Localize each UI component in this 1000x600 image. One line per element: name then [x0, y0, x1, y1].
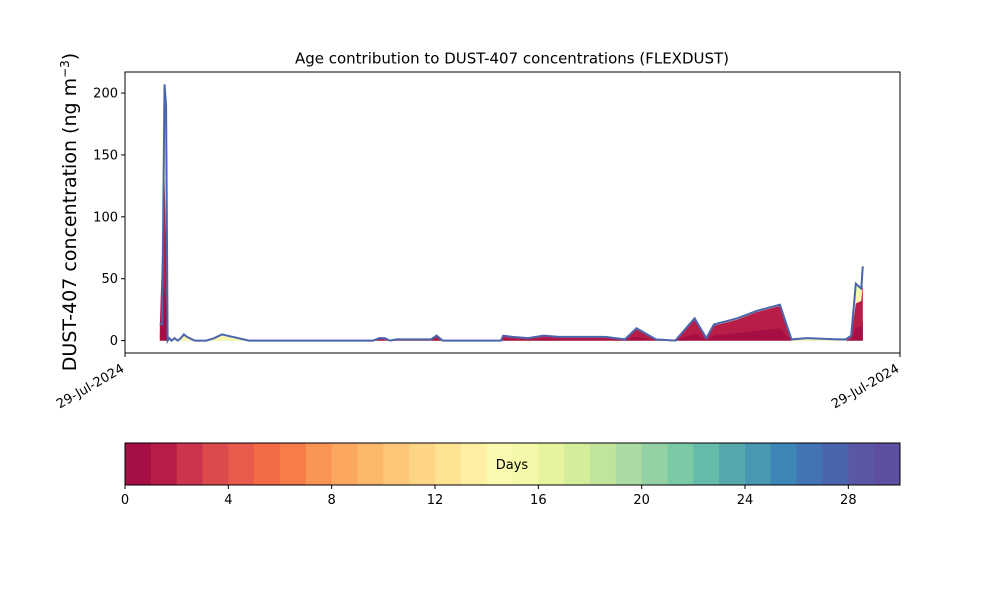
colorbar-segment — [486, 443, 513, 485]
colorbar-segment — [228, 443, 255, 485]
colorbar-segment — [202, 443, 229, 485]
colorbar-segment — [641, 443, 668, 485]
colorbar-tick-label: 12 — [427, 493, 444, 508]
y-tick-label: 100 — [93, 210, 118, 225]
colorbar-tick-label: 8 — [328, 493, 336, 508]
colorbar-segment — [796, 443, 823, 485]
colorbar-segment — [564, 443, 591, 485]
colorbar-segment — [150, 443, 178, 485]
colorbar-segment — [125, 443, 152, 485]
y-axis-label-close: ) — [59, 53, 81, 60]
colorbar-tick-label: 20 — [633, 493, 650, 508]
y-axis-ticks: 0 50 100 150 200 — [93, 87, 125, 349]
plot-frame — [124, 71, 901, 354]
colorbar-segment — [460, 443, 488, 485]
colorbar-tick-label: 24 — [737, 493, 754, 508]
colorbar-segment — [435, 443, 462, 485]
y-axis-label-superscript: −3 — [58, 60, 72, 78]
colorbar-segment — [176, 443, 203, 485]
colorbar-segment — [254, 443, 281, 485]
colorbar-segment — [590, 443, 617, 485]
colorbar-segment — [280, 443, 307, 485]
colorbar-segment — [667, 443, 694, 485]
colorbar-segments — [125, 443, 901, 485]
colorbar: Days 0 4 8 12 16 20 24 28 — [121, 442, 901, 508]
y-tick-label: 200 — [93, 87, 118, 102]
y-axis-label-main: DUST-407 concentration (ng m — [59, 78, 81, 371]
colorbar-segment — [874, 443, 901, 485]
colorbar-segment — [822, 443, 849, 485]
colorbar-segment — [745, 443, 772, 485]
y-tick-label: 50 — [101, 272, 118, 287]
colorbar-segment — [357, 443, 384, 485]
colorbar-tick-label: 16 — [530, 493, 547, 508]
colorbar-ticks: 0 4 8 12 16 20 24 28 — [121, 485, 857, 508]
colorbar-label: Days — [496, 458, 529, 473]
chart-title: Age contribution to DUST-407 concentrati… — [295, 50, 729, 68]
colorbar-frame — [124, 442, 901, 486]
colorbar-segment — [383, 443, 410, 485]
y-tick-label: 0 — [110, 334, 118, 349]
colorbar-segment — [331, 443, 358, 485]
colorbar-segment — [848, 443, 875, 485]
colorbar-tick-label: 4 — [224, 493, 232, 508]
colorbar-segment — [409, 443, 436, 485]
colorbar-segment — [770, 443, 798, 485]
colorbar-segment — [719, 443, 746, 485]
colorbar-segment — [512, 443, 539, 485]
total-concentration-line — [159, 84, 864, 345]
colorbar-segment — [538, 443, 565, 485]
colorbar-tick-label: 0 — [121, 493, 129, 508]
colorbar-tick-label: 28 — [840, 493, 857, 508]
colorbar-segment — [693, 443, 720, 485]
colorbar-segment — [305, 443, 333, 485]
colorbar-segment — [615, 443, 643, 485]
y-tick-label: 150 — [93, 148, 118, 163]
y-axis-label: DUST-407 concentration (ng m−3) — [58, 53, 81, 371]
